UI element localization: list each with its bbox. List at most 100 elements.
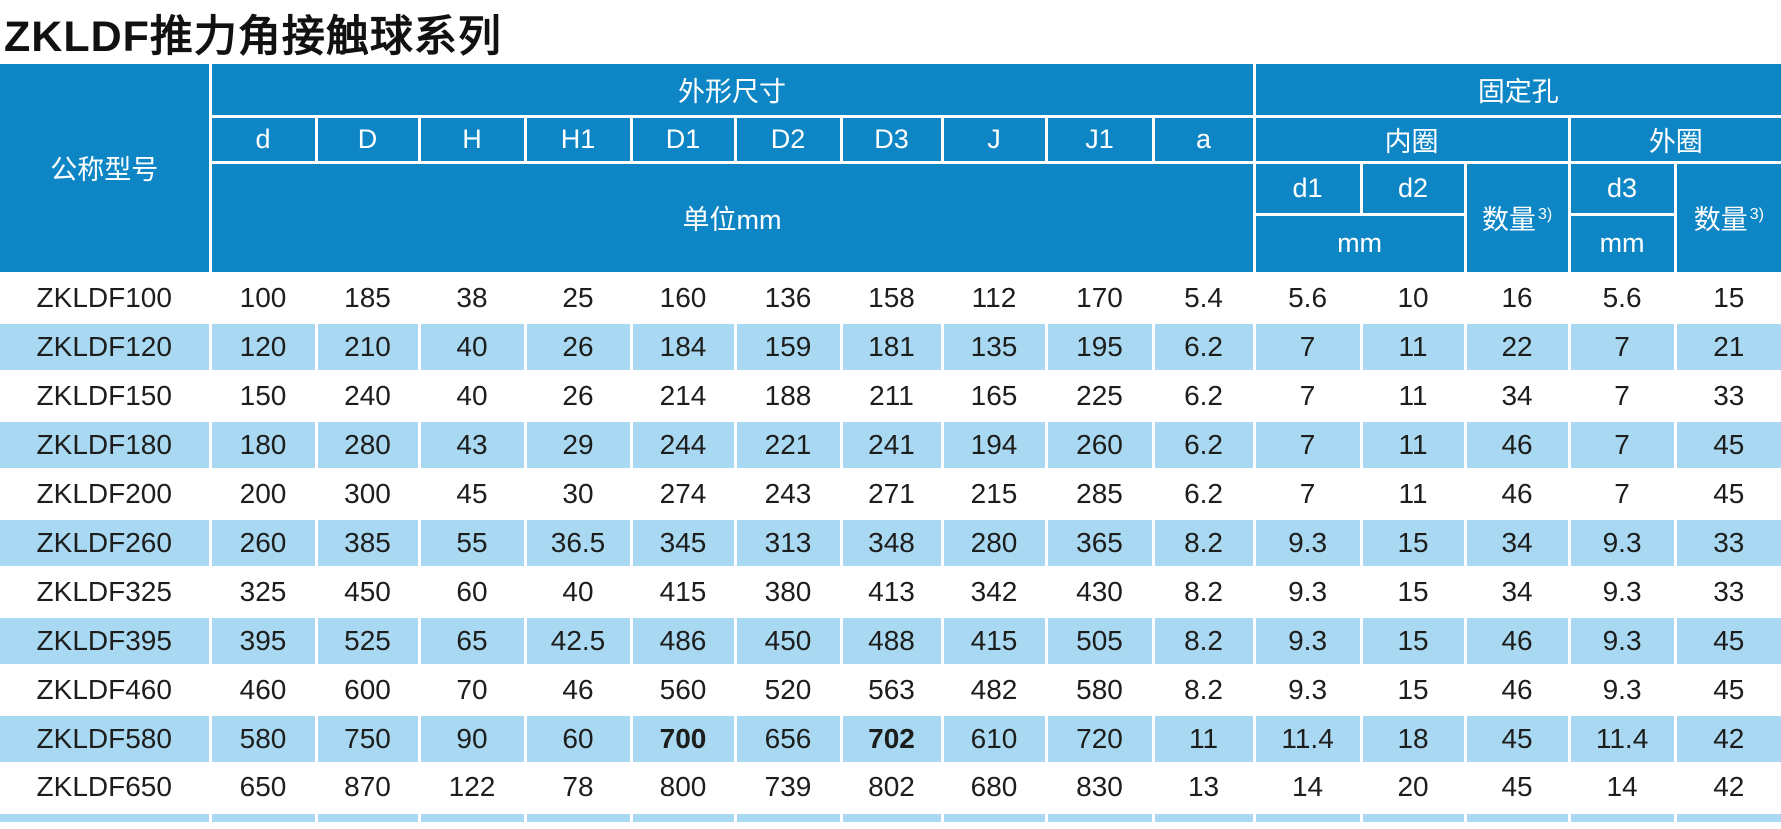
value-cell bbox=[523, 810, 631, 822]
model-cell: ZKLDF100 bbox=[0, 271, 210, 322]
table-row: ZKLDF180 180 280 43 29 244 221 241 194 260 6.2 7 11 4… bbox=[0, 418, 1781, 469]
value-cell: 11 bbox=[1359, 467, 1466, 518]
header-col-d3: d3 bbox=[1567, 160, 1677, 216]
value-cell: 165 bbox=[940, 369, 1046, 420]
value-cell: 26 bbox=[523, 320, 631, 371]
value-cell: 42 bbox=[1673, 761, 1781, 812]
value-cell: 450 bbox=[733, 614, 841, 665]
value-cell bbox=[940, 810, 1046, 822]
value-cell: 244 bbox=[629, 418, 735, 469]
value-cell: 415 bbox=[940, 614, 1046, 665]
value-cell: 15 bbox=[1359, 565, 1466, 616]
qty-footnote-mark: 3) bbox=[1537, 206, 1553, 223]
value-cell: 34 bbox=[1463, 565, 1570, 616]
header-col-H: H bbox=[417, 114, 527, 164]
value-cell: 34 bbox=[1463, 369, 1570, 420]
header-col-a: a bbox=[1151, 114, 1256, 164]
value-cell: 365 bbox=[1044, 516, 1153, 567]
value-cell: 870 bbox=[314, 761, 419, 812]
value-cell: 285 bbox=[1044, 467, 1153, 518]
header-unit-mm: 单位mm bbox=[208, 160, 1256, 275]
value-cell: 8.2 bbox=[1151, 614, 1255, 665]
value-cell: 345 bbox=[629, 516, 735, 567]
value-cell: 55 bbox=[417, 516, 525, 567]
value-cell: 45 bbox=[1673, 663, 1781, 714]
value-cell bbox=[1359, 810, 1466, 822]
value-cell: 482 bbox=[940, 663, 1046, 714]
value-cell: 46 bbox=[1463, 467, 1570, 518]
value-cell: 580 bbox=[1044, 663, 1153, 714]
value-cell: 486 bbox=[629, 614, 735, 665]
value-cell: 40 bbox=[417, 320, 525, 371]
value-cell: 46 bbox=[1463, 418, 1570, 469]
value-cell: 65 bbox=[417, 614, 525, 665]
value-cell: 185 bbox=[314, 271, 419, 322]
partial-row bbox=[0, 810, 1781, 822]
value-cell: 200 bbox=[208, 467, 316, 518]
value-cell: 6.2 bbox=[1151, 320, 1255, 371]
model-cell: ZKLDF325 bbox=[0, 565, 210, 616]
value-cell: 9.3 bbox=[1252, 565, 1362, 616]
value-cell: 180 bbox=[208, 418, 316, 469]
value-cell: 78 bbox=[523, 761, 631, 812]
model-cell: ZKLDF395 bbox=[0, 614, 210, 665]
header-inner-mm: mm bbox=[1252, 212, 1467, 275]
value-cell: 11.4 bbox=[1567, 712, 1676, 763]
qty-label: 数量 bbox=[1481, 205, 1536, 235]
value-cell: 243 bbox=[733, 467, 841, 518]
value-cell: 20 bbox=[1359, 761, 1466, 812]
value-cell: 271 bbox=[839, 467, 942, 518]
header-inner-group: 内圈 bbox=[1252, 114, 1571, 164]
value-cell: 150 bbox=[208, 369, 316, 420]
header-col-H1: H1 bbox=[523, 114, 633, 164]
value-cell: 14 bbox=[1252, 761, 1362, 812]
value-cell: 40 bbox=[417, 369, 525, 420]
value-cell: 60 bbox=[523, 712, 631, 763]
value-cell: 45 bbox=[417, 467, 525, 518]
value-cell: 16 bbox=[1463, 271, 1570, 322]
value-cell: 9.3 bbox=[1252, 614, 1362, 665]
value-cell: 18 bbox=[1359, 712, 1466, 763]
value-cell: 214 bbox=[629, 369, 735, 420]
spec-table: 公称型号 外形尺寸 固定孔 d D H H1 D1 D2 D3 J J1 a 内… bbox=[0, 64, 1781, 822]
value-cell: 413 bbox=[839, 565, 942, 616]
value-cell: 188 bbox=[733, 369, 841, 420]
value-cell: 610 bbox=[940, 712, 1046, 763]
table-row: ZKLDF460 460 600 70 46 560 520 563 482 580 8.2 9.3 1… bbox=[0, 663, 1781, 714]
value-cell: 650 bbox=[208, 761, 316, 812]
value-cell: 46 bbox=[523, 663, 631, 714]
value-cell: 5.4 bbox=[1151, 271, 1255, 322]
value-cell: 45 bbox=[1673, 614, 1781, 665]
value-cell: 22 bbox=[1463, 320, 1570, 371]
model-cell: ZKLDF200 bbox=[0, 467, 210, 518]
value-cell: 45 bbox=[1673, 418, 1781, 469]
value-cell: 560 bbox=[629, 663, 735, 714]
value-cell: 15 bbox=[1359, 614, 1466, 665]
value-cell: 120 bbox=[208, 320, 316, 371]
header-col-d2: d2 bbox=[1359, 160, 1467, 216]
value-cell: 7 bbox=[1567, 320, 1676, 371]
value-cell: 7 bbox=[1252, 418, 1362, 469]
value-cell bbox=[839, 810, 942, 822]
value-cell: 313 bbox=[733, 516, 841, 567]
value-cell: 830 bbox=[1044, 761, 1153, 812]
table-row: ZKLDF100 100 185 38 25 160 136 158 112 170 5.4 5.6 1… bbox=[0, 271, 1781, 322]
value-cell bbox=[1252, 810, 1362, 822]
value-cell: 21 bbox=[1673, 320, 1781, 371]
value-cell: 300 bbox=[314, 467, 419, 518]
header-outer-mm: mm bbox=[1567, 212, 1677, 275]
table-row: ZKLDF200 200 300 45 30 274 243 271 215 285 6.2 7 11 4… bbox=[0, 467, 1781, 518]
table-row: ZKLDF150 150 240 40 26 214 188 211 165 225 6.2 7 11 3… bbox=[0, 369, 1781, 420]
value-cell bbox=[629, 810, 735, 822]
value-cell: 33 bbox=[1673, 565, 1781, 616]
value-cell: 6.2 bbox=[1151, 369, 1255, 420]
value-cell: 15 bbox=[1359, 516, 1466, 567]
value-cell: 15 bbox=[1359, 663, 1466, 714]
value-cell: 280 bbox=[940, 516, 1046, 567]
qty-footnote-mark: 3) bbox=[1749, 206, 1764, 223]
value-cell: 42.5 bbox=[523, 614, 631, 665]
value-cell: 181 bbox=[839, 320, 942, 371]
value-cell: 38 bbox=[417, 271, 525, 322]
value-cell: 7 bbox=[1567, 369, 1676, 420]
table-row: ZKLDF260 260 385 55 36.5 345 313 348 280 365 8.2 9.… bbox=[0, 516, 1781, 567]
